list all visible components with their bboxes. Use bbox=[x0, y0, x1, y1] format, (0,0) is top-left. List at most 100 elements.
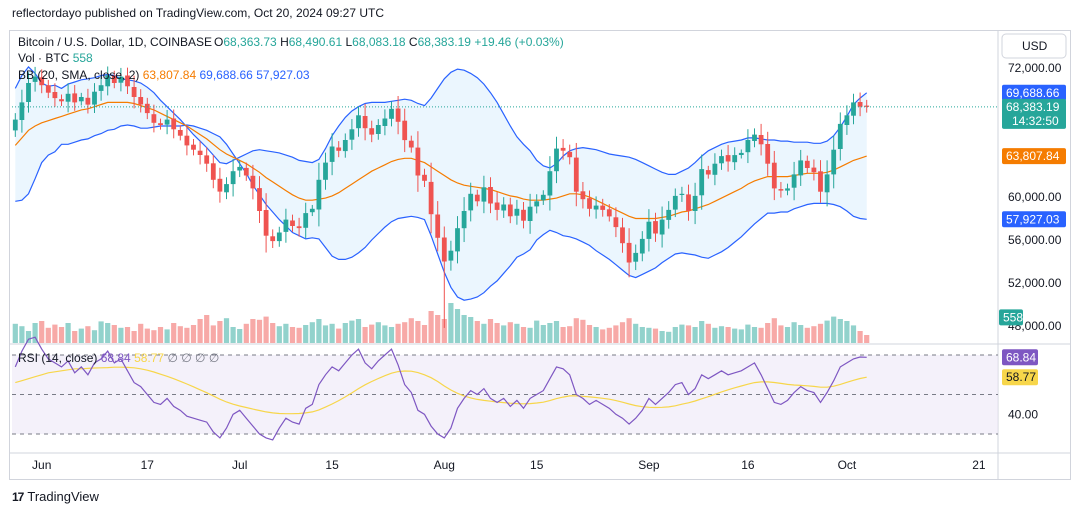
volume-bar bbox=[39, 321, 45, 343]
candle-body bbox=[32, 76, 38, 82]
volume-bar bbox=[646, 327, 652, 343]
volume-bar bbox=[791, 322, 797, 343]
time-axis-label: 15 bbox=[530, 458, 544, 472]
candle-body bbox=[494, 202, 500, 210]
candle-body bbox=[481, 187, 487, 202]
candle-body bbox=[719, 156, 724, 164]
volume-bar bbox=[474, 321, 480, 343]
candle-body bbox=[164, 119, 170, 125]
volume-bar bbox=[606, 327, 612, 343]
price-badge bbox=[1002, 148, 1066, 165]
volume-bar bbox=[633, 323, 639, 343]
candle-body bbox=[745, 140, 751, 153]
volume-bar bbox=[72, 331, 78, 343]
volume-bar bbox=[837, 319, 843, 343]
volume-bar bbox=[501, 325, 507, 343]
candle-body bbox=[131, 87, 137, 97]
volume-bar bbox=[547, 323, 553, 343]
legend-open-value: 68,363.73 bbox=[223, 35, 277, 49]
volume-bar bbox=[164, 329, 170, 343]
legend-ohlc: O68,363.73 H68,490.61 L68,083.18 C68,383… bbox=[214, 35, 564, 49]
candle-body bbox=[65, 93, 71, 102]
legend-bb-label: BB (20, SMA, close, 2) bbox=[18, 68, 139, 82]
time-axis-label: 16 bbox=[741, 458, 755, 472]
legend-volume-label: Vol · BTC bbox=[18, 51, 70, 65]
legend-rsi: RSI (14, close) 68.84 58.77 ∅ ∅ ∅ ∅ bbox=[18, 351, 219, 365]
legend-change: +19.46 (+0.03%) bbox=[474, 35, 563, 49]
candle-body bbox=[296, 226, 302, 229]
volume-bar bbox=[151, 330, 157, 343]
candle-body bbox=[191, 144, 196, 150]
candle-body bbox=[626, 242, 632, 263]
volume-bar bbox=[758, 327, 764, 343]
legend-rsi-ma: 58.77 bbox=[134, 351, 164, 365]
candlesticks[interactable] bbox=[12, 66, 870, 328]
volume-bar bbox=[672, 327, 678, 343]
volume-bar bbox=[811, 326, 817, 343]
candle-body bbox=[659, 219, 665, 235]
candle-body bbox=[85, 97, 91, 105]
volume-bar bbox=[382, 325, 388, 343]
rsi-badge bbox=[1002, 349, 1038, 366]
volume-bar bbox=[309, 322, 315, 343]
volume-bar bbox=[250, 319, 256, 343]
volume-bar bbox=[441, 319, 447, 343]
candle-body bbox=[12, 119, 18, 131]
volume-bar bbox=[223, 318, 230, 343]
candle-body bbox=[818, 171, 823, 192]
volume-bar bbox=[784, 327, 791, 343]
volume-bar bbox=[355, 319, 362, 343]
volume-bar bbox=[600, 329, 606, 343]
currency-button[interactable] bbox=[1001, 33, 1067, 59]
volume-bar bbox=[243, 323, 249, 343]
candle-body bbox=[138, 97, 144, 105]
volume-bar bbox=[520, 327, 527, 343]
volume-bar bbox=[831, 316, 837, 343]
volume-bar bbox=[329, 323, 335, 343]
candle-body bbox=[45, 85, 51, 93]
candle-body bbox=[408, 140, 414, 148]
footer: 17 TradingView bbox=[12, 489, 99, 504]
volume-bar bbox=[586, 325, 593, 343]
volume-bar bbox=[481, 323, 487, 343]
volume-bar bbox=[507, 322, 513, 343]
legend-bb-upper: 69,688.66 bbox=[199, 68, 253, 82]
time-axis-label: 17 bbox=[141, 458, 155, 472]
time-axis-label: Jun bbox=[32, 458, 51, 472]
candle-body bbox=[758, 135, 764, 145]
volume-bar bbox=[850, 325, 857, 343]
volume-bar bbox=[798, 325, 804, 343]
candle-body bbox=[857, 102, 863, 107]
candle-body bbox=[415, 147, 421, 176]
volume-bar bbox=[349, 320, 355, 343]
rsi-badge-label: 68.84 bbox=[1006, 350, 1036, 364]
volume-bar bbox=[316, 319, 322, 343]
volume-bar bbox=[666, 331, 672, 343]
volume-bar bbox=[171, 323, 177, 343]
candle-body bbox=[679, 193, 685, 195]
volume-bar bbox=[712, 327, 718, 343]
candle-body bbox=[534, 201, 540, 207]
legend-bollinger: BB (20, SMA, close, 2) 63,807.84 69,688.… bbox=[18, 68, 310, 82]
candle-body bbox=[752, 134, 757, 141]
candle-body bbox=[778, 189, 784, 191]
volume-bar bbox=[824, 320, 830, 343]
volume-bar bbox=[402, 322, 408, 343]
candle-body bbox=[428, 181, 434, 215]
volume-bar bbox=[184, 327, 190, 343]
volume-bar bbox=[336, 328, 342, 343]
candle-body bbox=[791, 174, 797, 188]
candle-body bbox=[336, 147, 342, 151]
candle-body bbox=[580, 191, 586, 200]
bollinger-basis-line bbox=[14, 101, 867, 220]
legend-open-key: O bbox=[214, 35, 223, 49]
candle-body bbox=[798, 160, 804, 176]
price-tick-label: 60,000.00 bbox=[1008, 190, 1062, 204]
volume-bar bbox=[111, 325, 117, 343]
volume-bar bbox=[771, 318, 777, 343]
legend-rsi-extra: ∅ ∅ ∅ ∅ bbox=[167, 351, 219, 365]
volume-bar bbox=[276, 326, 282, 343]
candle-body bbox=[92, 91, 97, 105]
